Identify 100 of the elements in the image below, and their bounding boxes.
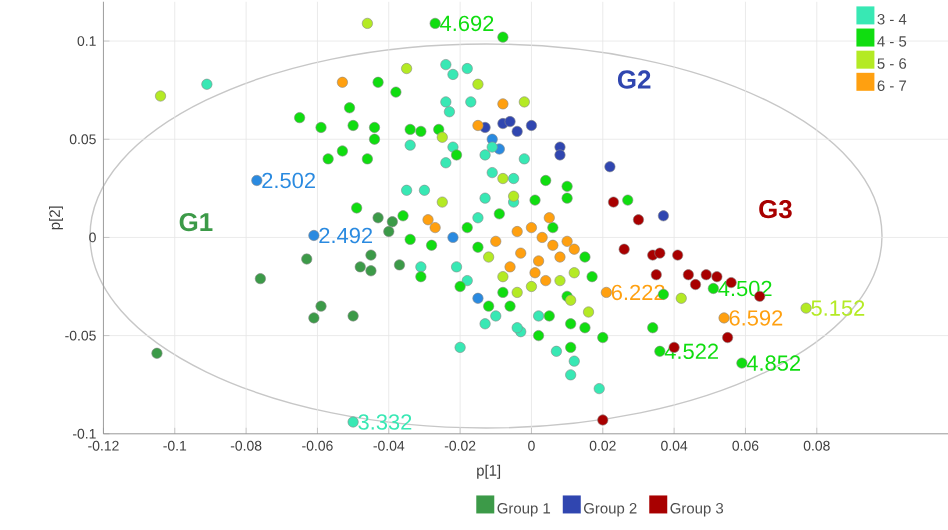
point — [654, 247, 666, 259]
point — [497, 271, 509, 283]
point — [672, 249, 684, 261]
point — [440, 157, 452, 169]
point — [347, 416, 359, 428]
point — [390, 86, 402, 98]
point — [600, 286, 612, 298]
point — [418, 184, 430, 196]
point — [722, 332, 734, 344]
point — [347, 119, 359, 131]
point — [554, 149, 566, 161]
point — [490, 235, 502, 247]
point — [518, 96, 530, 108]
point — [447, 68, 459, 80]
point — [533, 310, 545, 322]
point — [415, 125, 427, 137]
point — [155, 90, 167, 102]
point — [486, 167, 498, 179]
point — [554, 251, 566, 263]
point — [322, 153, 334, 165]
annotation: 4.852 — [746, 355, 801, 371]
point — [593, 383, 605, 395]
point — [415, 261, 427, 273]
point — [365, 249, 377, 261]
point — [426, 239, 438, 251]
point — [586, 271, 598, 283]
point — [540, 275, 552, 287]
point — [383, 226, 395, 238]
point — [583, 306, 595, 318]
annotation: 2.492 — [319, 227, 373, 244]
point — [440, 96, 452, 108]
point — [372, 212, 384, 224]
point — [461, 222, 473, 234]
point — [493, 208, 505, 220]
point — [308, 312, 320, 324]
point — [579, 322, 591, 334]
point — [554, 275, 566, 287]
point — [568, 267, 580, 279]
point — [479, 192, 491, 204]
point — [511, 125, 523, 137]
point — [525, 119, 537, 131]
point — [479, 318, 491, 330]
point — [472, 78, 484, 90]
point — [436, 196, 448, 208]
point — [497, 31, 509, 43]
point — [315, 121, 327, 133]
point — [301, 253, 313, 265]
point — [351, 202, 363, 214]
point — [579, 251, 591, 263]
point — [354, 261, 366, 273]
point — [543, 310, 555, 322]
point — [565, 369, 577, 381]
point — [597, 414, 609, 426]
point — [518, 153, 530, 165]
point — [479, 149, 491, 161]
point — [251, 174, 263, 186]
point — [511, 286, 523, 298]
point — [525, 281, 537, 293]
point — [472, 119, 484, 131]
point — [308, 229, 320, 241]
point — [461, 275, 473, 287]
point — [543, 212, 555, 224]
point — [533, 255, 545, 267]
annotation: G1 — [179, 212, 213, 232]
point — [443, 106, 455, 118]
point — [429, 17, 441, 29]
point — [454, 341, 466, 353]
point — [451, 261, 463, 273]
point — [508, 190, 520, 202]
point — [415, 271, 427, 283]
point — [497, 173, 509, 185]
point — [511, 226, 523, 238]
point — [529, 267, 541, 279]
annotation: G2 — [617, 70, 651, 89]
point — [483, 300, 495, 312]
point — [393, 259, 405, 271]
point — [533, 330, 545, 342]
point — [486, 141, 498, 153]
point — [682, 269, 694, 281]
point — [294, 112, 306, 124]
point — [515, 247, 527, 259]
point — [718, 312, 730, 324]
point — [361, 153, 373, 165]
annotation: 2.502 — [262, 172, 315, 189]
point — [361, 17, 373, 29]
point — [536, 231, 548, 243]
point — [315, 300, 327, 312]
point — [561, 192, 573, 204]
point — [461, 63, 473, 75]
point — [707, 282, 719, 294]
point — [422, 214, 434, 226]
point — [347, 310, 359, 322]
point — [525, 222, 537, 234]
point — [440, 59, 452, 71]
point — [568, 355, 580, 367]
point — [372, 76, 384, 88]
point — [401, 63, 413, 75]
point — [365, 265, 377, 277]
annotation: 4.692 — [440, 15, 494, 32]
point — [472, 241, 484, 253]
